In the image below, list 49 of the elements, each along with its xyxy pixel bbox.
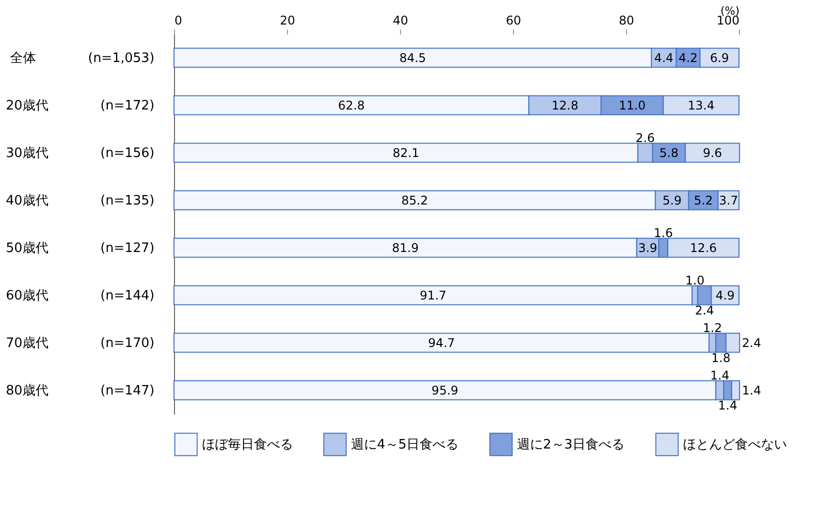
data-label: 95.9 [432,383,458,398]
legend-label: 週に2～3日食べる [517,437,625,452]
x-tick-label: 20 [280,14,296,28]
y-tick-label: 全体 (n=1,053) [10,50,154,66]
x-tick-label: 80 [618,14,634,28]
data-label: 1.8 [711,350,730,365]
data-label: 3.7 [719,193,738,208]
data-label: 5.9 [662,193,682,208]
data-label: 85.2 [401,193,428,208]
data-label: 84.5 [399,50,426,65]
data-label: 1.4 [710,368,730,382]
data-label: 1.0 [685,273,704,288]
data-label: 9.6 [702,146,722,160]
data-label: 12.6 [690,240,717,255]
data-label: 81.9 [392,240,419,255]
y-tick-label: 80歳代 (n=147) [6,383,154,398]
x-tick-label: 0 [174,14,182,28]
data-label: 2.4 [694,303,714,318]
y-tick-label: 20歳代 (n=172) [6,98,154,114]
y-tick-label: 30歳代 (n=156) [6,146,154,161]
data-label: 62.8 [338,98,365,112]
data-label: 91.7 [420,288,446,302]
data-label: 6.9 [710,50,730,65]
data-label: 1.4 [742,383,762,398]
x-tick-label: 40 [392,14,408,28]
data-label: 1.2 [702,320,722,335]
data-label: 2.6 [636,130,655,145]
data-label: 4.2 [678,50,698,65]
legend-label: ほぼ毎日食べる [202,437,293,452]
data-label: 12.8 [552,98,578,112]
x-tick-label: 60 [506,14,522,28]
y-tick-label: 40歳代 (n=135) [6,193,154,208]
legend-label: 週に4～5日食べる [351,437,459,452]
y-tick-label: 70歳代 (n=170) [6,336,154,351]
data-label: 94.7 [428,336,455,350]
data-label: 1.6 [654,226,673,240]
data-label: 3.9 [638,240,658,255]
data-label: 5.2 [694,193,713,208]
data-label: 11.0 [618,98,646,112]
data-label: 4.9 [716,288,735,302]
data-label: 13.4 [688,98,715,112]
legend-label: ほとんど食べない [683,437,787,452]
data-label: 2.4 [742,336,762,350]
data-label: 5.8 [659,146,678,160]
y-tick-label: 60歳代 (n=144) [6,288,154,304]
data-label: 4.4 [654,50,674,65]
y-tick-label: 50歳代 (n=127) [6,240,154,256]
data-label: 82.1 [392,146,420,160]
data-label: 1.4 [718,398,738,412]
